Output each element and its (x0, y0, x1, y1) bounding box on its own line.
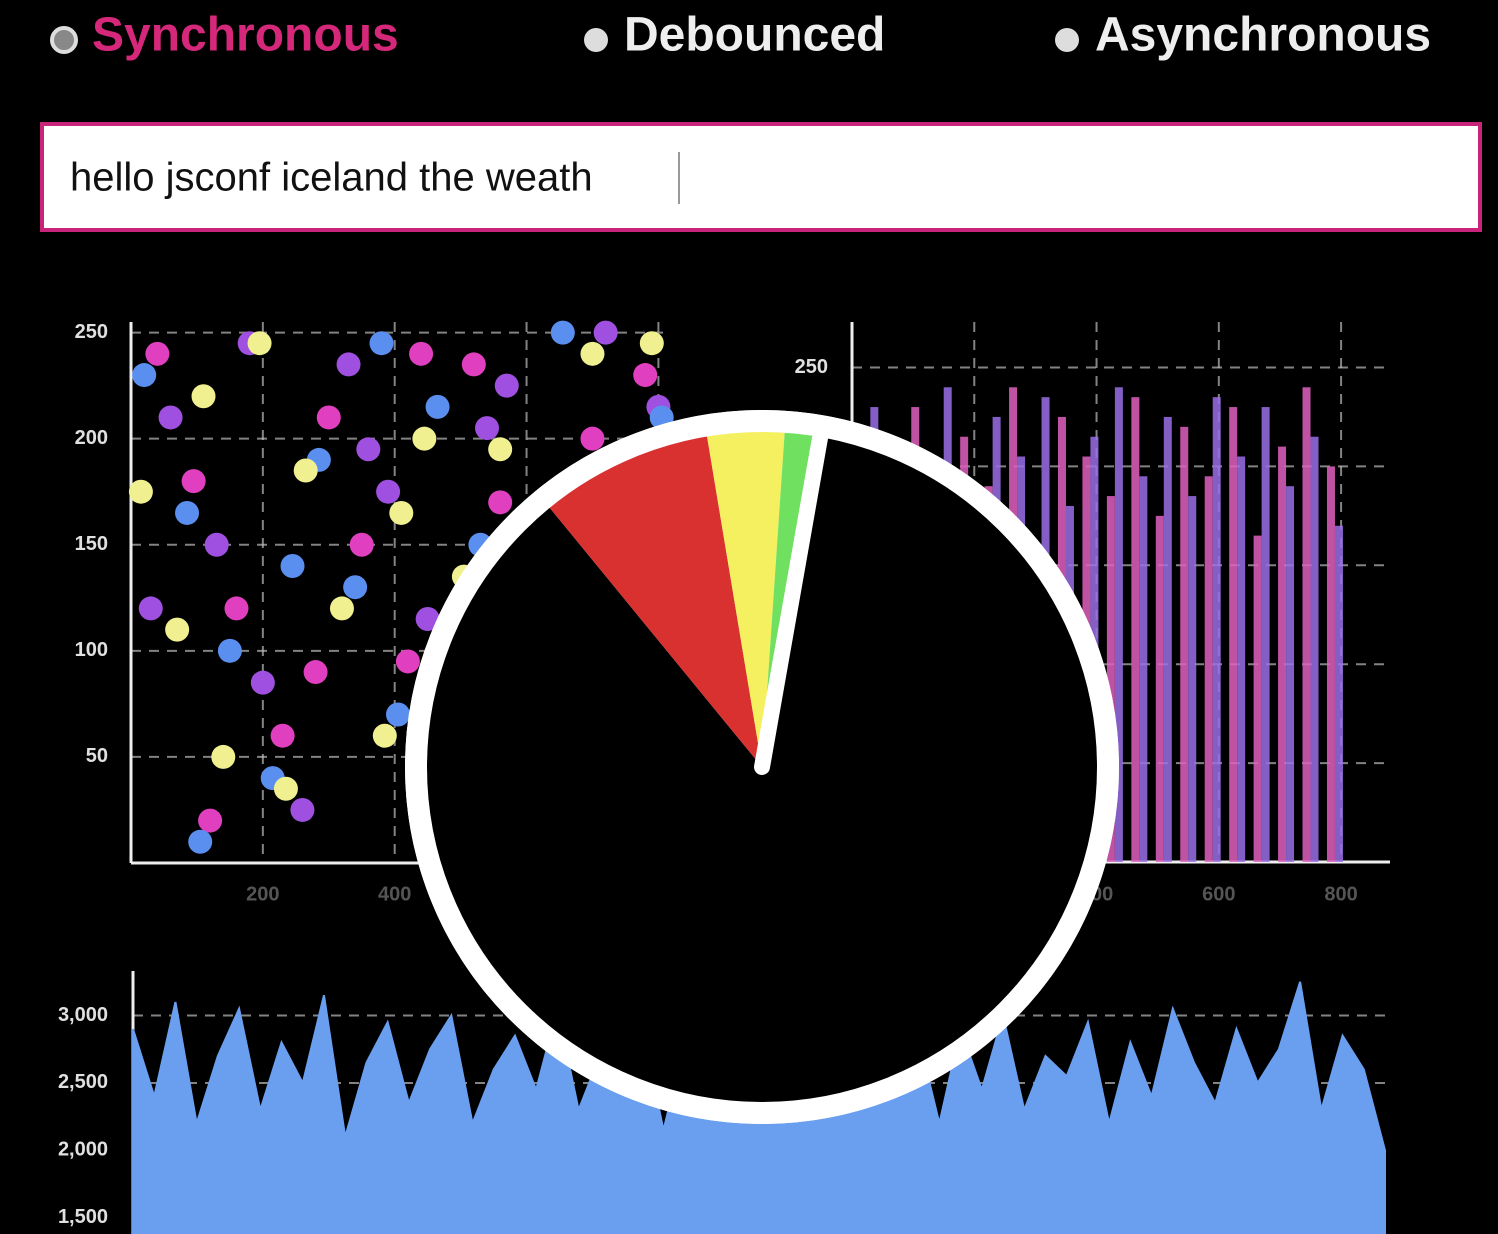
scatter-point (198, 808, 223, 833)
pie-slice (705, 422, 786, 767)
scatter-point (376, 479, 401, 504)
pie-slice (543, 426, 762, 767)
scatter-point (580, 341, 605, 366)
scatter-point (356, 437, 381, 462)
scatter-point (211, 744, 236, 769)
bar (1131, 397, 1140, 862)
scatter-point (494, 373, 519, 398)
y-tick-label: 250 (795, 356, 828, 378)
y-tick-label: 50 (86, 745, 108, 767)
y-tick-label: 250 (75, 321, 108, 343)
pie-divider (754, 419, 830, 775)
scatter-point (128, 479, 153, 504)
scatter-point (488, 437, 513, 462)
tab-label[interactable]: Debounced (624, 9, 885, 62)
scatter-point (290, 797, 315, 822)
y-tick-label: 150 (75, 533, 108, 555)
bar (1253, 535, 1262, 862)
y-tick-label: 100 (75, 639, 108, 661)
scatter-point (580, 426, 605, 451)
scatter-point (412, 426, 437, 451)
bar (1278, 446, 1287, 862)
radio[interactable] (1055, 28, 1079, 52)
bar (1310, 436, 1319, 862)
bar (1114, 387, 1123, 862)
y-tick-label: 3,000 (58, 1004, 108, 1026)
y-tick-label: 2,500 (58, 1071, 108, 1093)
scatter-point (250, 670, 275, 695)
scatter-point (273, 776, 298, 801)
y-tick-label: 2,000 (58, 1139, 108, 1161)
scatter-point (224, 596, 249, 621)
scatter-point (188, 829, 213, 854)
scatter-point (639, 331, 664, 356)
scatter-point (336, 352, 361, 377)
scatter-point (593, 320, 618, 345)
scatter-point (386, 702, 410, 727)
scatter-point (316, 405, 341, 430)
scatter-point (303, 660, 328, 685)
scatter-point (415, 607, 440, 632)
scatter-point (395, 649, 420, 674)
scatter-point (247, 331, 272, 356)
scatter-point (165, 617, 190, 642)
scatter-point (204, 532, 229, 557)
scatter-point (633, 363, 658, 388)
scatter-point (175, 500, 200, 525)
input-text: hello jsconf iceland the weath (70, 156, 593, 200)
tab-label[interactable]: Synchronous (92, 9, 399, 62)
scatter-point (145, 341, 170, 366)
scatter-point (409, 341, 434, 366)
scatter-point (181, 469, 206, 494)
scatter-point (372, 723, 397, 748)
bar (1286, 486, 1295, 862)
bar (1237, 456, 1246, 862)
x-tick-label: 800 (1324, 883, 1357, 905)
bar (1106, 496, 1115, 862)
bar (1261, 407, 1270, 862)
scatter-point (329, 596, 354, 621)
scatter-point (488, 490, 513, 515)
y-tick-label: 200 (75, 427, 108, 449)
scatter-point (280, 553, 305, 578)
scatter-point (425, 394, 450, 419)
x-tick-label: 200 (246, 883, 279, 905)
bar (1180, 426, 1189, 862)
bar (1212, 397, 1221, 862)
bar (1139, 476, 1148, 862)
x-tick-label: 600 (1202, 883, 1235, 905)
scatter-point (138, 596, 163, 621)
scatter-point (389, 500, 414, 525)
scatter-point (132, 363, 157, 388)
radio[interactable] (584, 28, 608, 52)
bar (1163, 416, 1172, 862)
scatter-point (343, 575, 368, 600)
bar (1302, 387, 1311, 862)
scatter-point (270, 723, 295, 748)
scatter-point (461, 352, 486, 377)
scatter-point (369, 331, 394, 356)
y-tick-label: 1,500 (58, 1206, 108, 1228)
pie-border (405, 410, 1119, 1124)
bar (1334, 525, 1343, 862)
radio[interactable] (50, 26, 78, 54)
bar (1326, 466, 1335, 862)
scatter-point (475, 416, 499, 441)
bar (1229, 407, 1238, 862)
scatter-point (349, 532, 374, 557)
bar (1155, 515, 1164, 862)
bar (1188, 496, 1197, 862)
x-tick-label: 400 (378, 883, 411, 905)
scatter-point (217, 638, 242, 663)
tab-label[interactable]: Asynchronous (1095, 9, 1431, 62)
scatter-point (191, 384, 216, 409)
scatter-point (293, 458, 318, 483)
search-input[interactable] (40, 122, 1482, 232)
bar (1204, 476, 1213, 862)
scatter-point (550, 320, 575, 345)
scatter-point (158, 405, 183, 430)
